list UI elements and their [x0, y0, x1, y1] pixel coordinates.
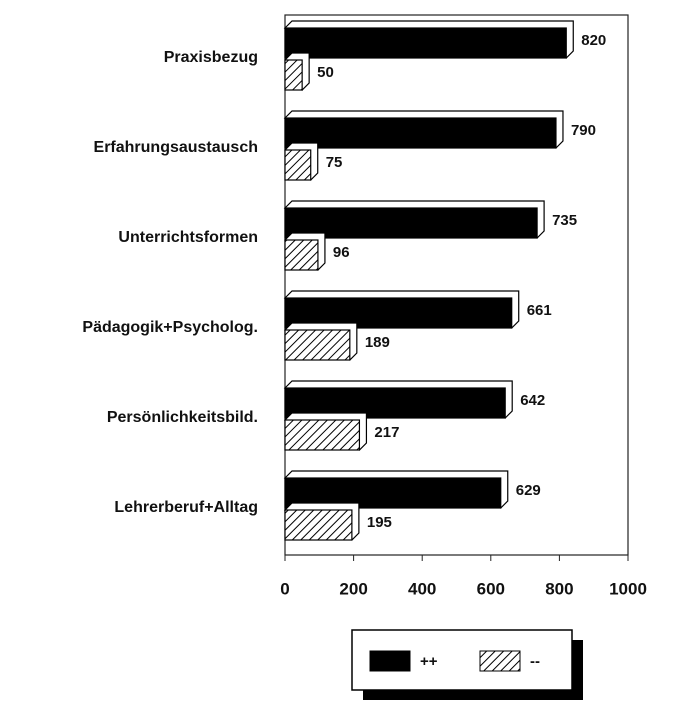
x-tick-label: 600	[477, 579, 505, 598]
x-tick-label: 0	[280, 579, 289, 598]
plot-frame	[284, 14, 629, 556]
legend-swatch	[479, 650, 521, 672]
category-label: Unterrichtsformen	[118, 229, 258, 246]
category-label: Lehrerberuf+Alltag	[114, 499, 258, 516]
category-label: Persönlichkeitsbild.	[107, 409, 258, 426]
value-label: 661	[527, 302, 552, 319]
category-label: Erfahrungsaustausch	[94, 139, 258, 156]
bar	[284, 207, 538, 239]
value-label: 189	[365, 334, 390, 351]
bar	[284, 419, 361, 451]
bar	[284, 239, 319, 271]
x-tick-label: 800	[545, 579, 573, 598]
x-tick-label: 200	[339, 579, 367, 598]
legend-label: ++	[420, 653, 438, 670]
bar	[284, 117, 557, 149]
legend-swatch	[369, 650, 411, 672]
value-label: 217	[374, 424, 399, 441]
category-label: Praxisbezug	[164, 49, 258, 66]
category-label: Pädagogik+Psycholog.	[82, 319, 258, 336]
x-tick-label: 1000	[609, 579, 647, 598]
value-label: 820	[581, 32, 606, 49]
bar	[284, 59, 303, 91]
bar	[284, 149, 312, 181]
value-label: 96	[333, 244, 350, 261]
value-label: 629	[516, 482, 541, 499]
value-label: 195	[367, 514, 392, 531]
value-label: 642	[520, 392, 545, 409]
bar	[284, 329, 351, 361]
value-label: 790	[571, 122, 596, 139]
bar	[284, 27, 567, 59]
bar	[284, 509, 353, 541]
value-label: 735	[552, 212, 577, 229]
value-label: 75	[326, 154, 343, 171]
x-tick-label: 400	[408, 579, 436, 598]
legend-label: --	[530, 653, 540, 670]
value-label: 50	[317, 64, 334, 81]
